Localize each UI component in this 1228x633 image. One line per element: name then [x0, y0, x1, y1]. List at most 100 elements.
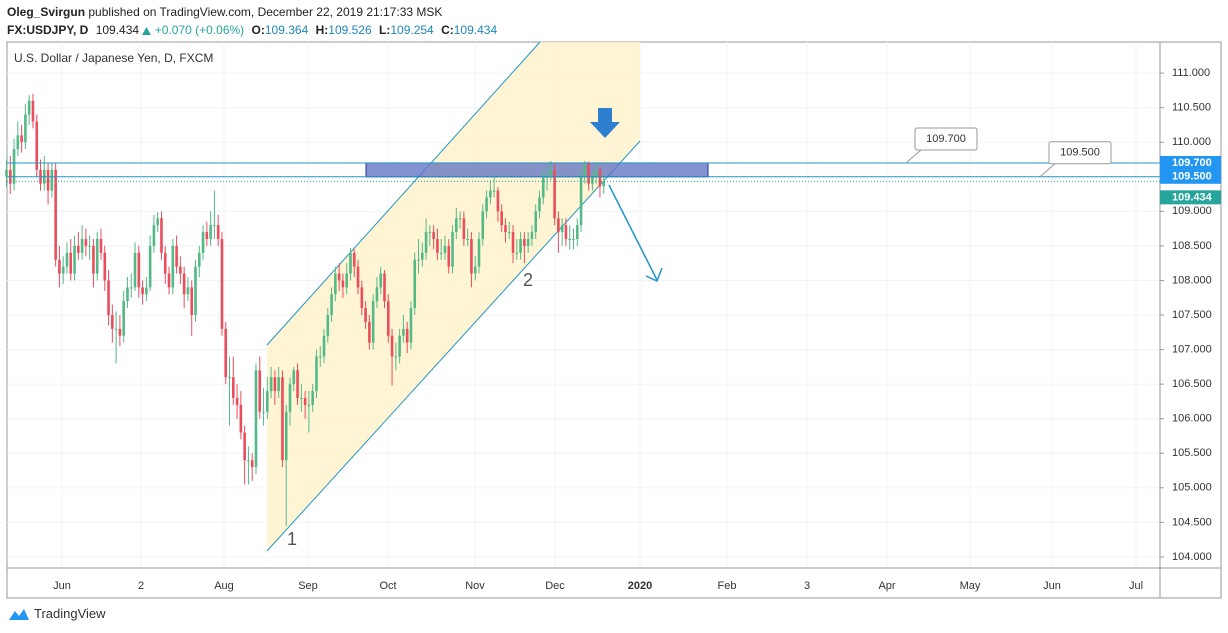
projection-head [645, 267, 663, 283]
callout-box [1048, 141, 1112, 165]
close-value: 109.434 [453, 23, 498, 37]
candle-body [315, 356, 318, 392]
x-tick-label: Aug [214, 580, 234, 592]
candle-body [288, 384, 292, 412]
candle-body [20, 135, 23, 143]
y-tick-label: 110.500 [1172, 102, 1211, 114]
candle-body [591, 176, 594, 184]
x-tick-label: Jul [1129, 580, 1143, 592]
candle-body [390, 335, 394, 357]
candle-body [296, 370, 299, 398]
candle-body [61, 266, 65, 274]
candle-body [250, 460, 254, 468]
candle-body [583, 162, 587, 177]
candle-body [235, 397, 239, 405]
candle-body [145, 287, 148, 295]
y-tick-label: 106.500 [1172, 378, 1212, 390]
candle-body [171, 245, 175, 288]
candle-body [213, 225, 216, 227]
last-price-badge [1160, 190, 1221, 205]
candle-body [5, 169, 8, 177]
candle-body [383, 273, 386, 302]
candle-body [523, 238, 526, 246]
candle-body [602, 181, 606, 187]
candle-body [54, 169, 57, 260]
candle-body [402, 328, 405, 336]
x-tick-label: Dec [545, 580, 565, 592]
x-tick-label: Jun [53, 580, 71, 592]
candle-body [356, 266, 360, 288]
candle-body [572, 238, 575, 240]
candle-body [553, 169, 556, 219]
candle-body [515, 252, 519, 254]
candle-body [334, 273, 337, 295]
candle-body [557, 218, 560, 233]
y-tick-label: 104.000 [1172, 551, 1212, 563]
candle-body [194, 266, 197, 316]
candle-body [560, 225, 564, 233]
chart: U.S. Dollar / Japanese Yen, D, FXCM Jun 2… [5, 41, 1222, 599]
candle-body [277, 377, 280, 392]
candle-body [421, 252, 424, 260]
candle-body [477, 238, 481, 267]
candle-body [167, 273, 171, 288]
candle-body [80, 238, 84, 253]
candle-body [224, 328, 228, 378]
annotation: 2 [523, 270, 533, 290]
candle-body [12, 149, 16, 184]
candle-body [587, 162, 590, 184]
candle-body [598, 169, 602, 187]
candle-body [99, 238, 103, 253]
candle-body [95, 238, 99, 274]
channel-lower [266, 140, 641, 552]
header: Oleg_Svirgun published on TradingView.co… [7, 3, 497, 39]
y-tick-label: 105.000 [1172, 482, 1212, 494]
y-tick-label: 111.000 [1172, 67, 1210, 79]
callout-box [914, 127, 978, 151]
candle-body [405, 328, 409, 343]
candle-body [35, 121, 39, 170]
candle-body [27, 100, 31, 115]
candle-body [424, 232, 428, 253]
x-tick-label: Nov [465, 580, 485, 592]
y-tick-label: 109.000 [1172, 205, 1212, 217]
candle-body [394, 356, 398, 358]
y-tick-label: 106.000 [1172, 413, 1212, 425]
candle-body [458, 218, 462, 220]
published-text: published on TradingView.com, December 2… [88, 5, 443, 19]
y-tick-label: 107.000 [1172, 343, 1212, 355]
candle-body [190, 287, 194, 316]
candle-body [122, 301, 125, 336]
projection-line [608, 184, 658, 281]
publish-line: Oleg_Svirgun published on TradingView.co… [7, 3, 497, 21]
candle-body [511, 232, 515, 253]
x-tick-label: Oct [379, 580, 396, 592]
candle-body [281, 377, 284, 461]
candle-body [243, 432, 246, 461]
candle-body [549, 169, 553, 177]
candle-body [341, 280, 345, 288]
callout-pointer [1039, 163, 1056, 178]
candle-body [364, 308, 367, 322]
open-label: O: [251, 23, 265, 37]
candle-body [443, 245, 447, 253]
candle-body [300, 397, 303, 399]
candle-body [409, 308, 413, 343]
x-tick-label: Apr [878, 580, 895, 592]
candle-body [262, 411, 265, 413]
candle-body [462, 218, 466, 239]
candle-body [311, 391, 314, 405]
candle-body [534, 211, 537, 233]
candle-body [163, 252, 167, 274]
candle-body [504, 225, 507, 233]
candle-body [507, 232, 511, 234]
footer: TradingView [8, 606, 106, 621]
candle-body [337, 273, 341, 281]
candle-body [360, 287, 364, 309]
candle-body [16, 135, 20, 150]
candle-body [489, 190, 492, 198]
candle-body [179, 266, 182, 274]
callout-label: 109.500 [1060, 147, 1100, 159]
brand: TradingView [34, 606, 106, 621]
